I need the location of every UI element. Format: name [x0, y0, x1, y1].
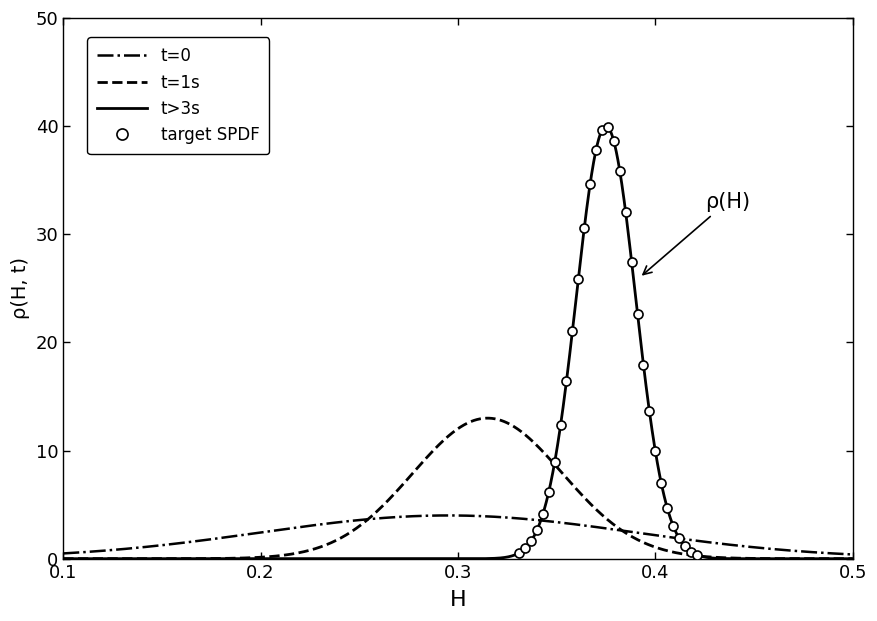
Y-axis label: ρ(H, t): ρ(H, t) [11, 257, 30, 319]
X-axis label: H: H [449, 590, 466, 610]
Text: ρ(H): ρ(H) [642, 192, 749, 274]
Legend: t=0, t=1s, t>3s, target SPDF: t=0, t=1s, t>3s, target SPDF [88, 37, 269, 154]
